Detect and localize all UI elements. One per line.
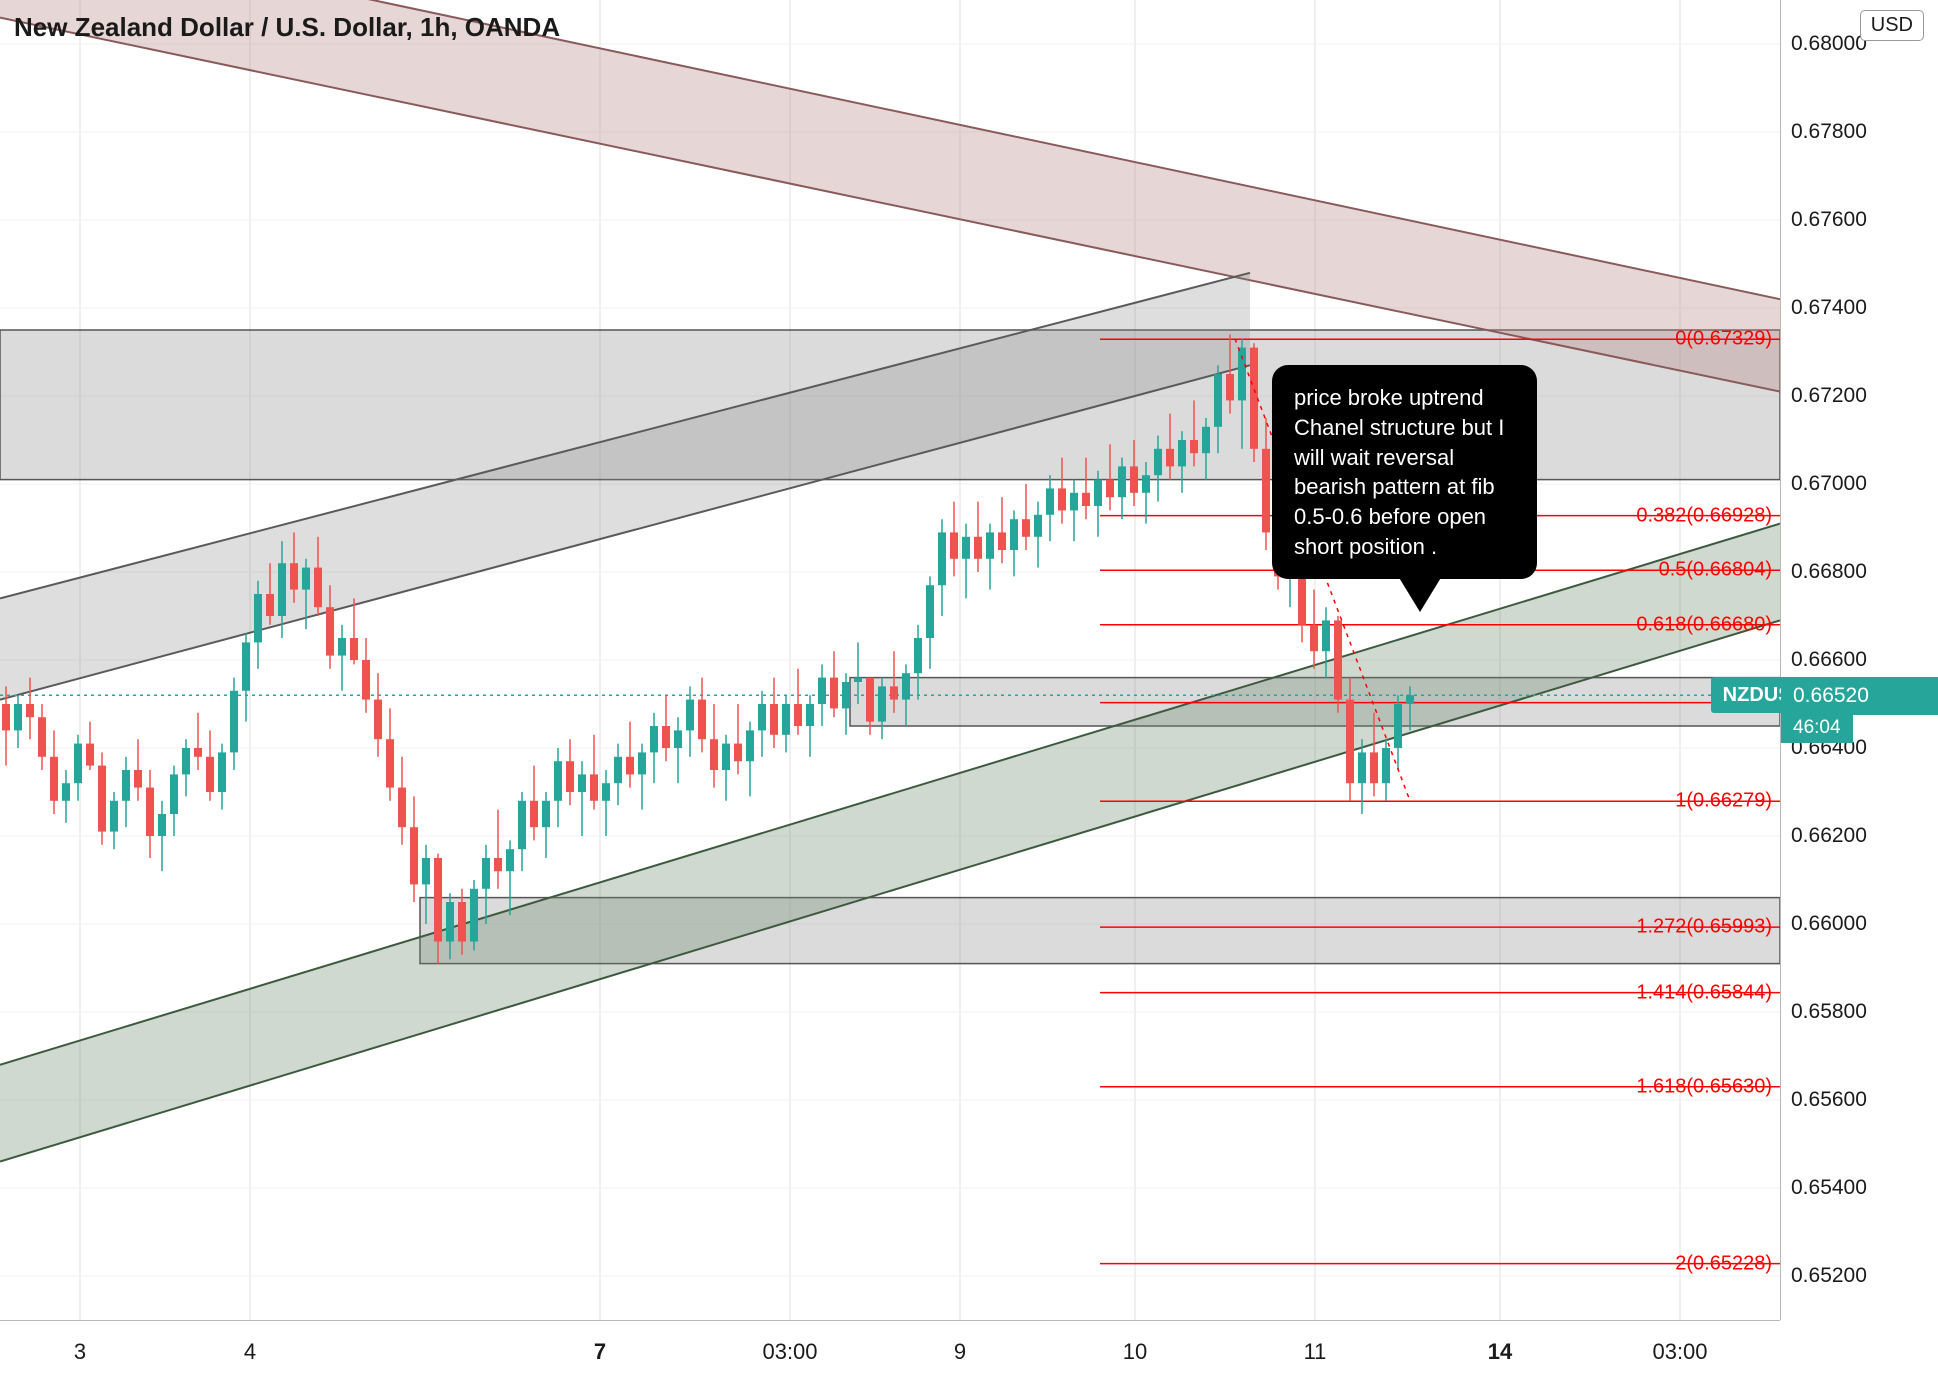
axis-unit-badge[interactable]: USD bbox=[1860, 10, 1924, 41]
chart-container: New Zealand Dollar / U.S. Dollar, 1h, OA… bbox=[0, 0, 1938, 1398]
fib-label: 2(0.65228) bbox=[1675, 1252, 1772, 1275]
fib-label: 1.414(0.65844) bbox=[1636, 981, 1772, 1004]
x-axis: 3 4 7 03:00 9 10 11 14 03:00 bbox=[0, 1320, 1780, 1398]
y-tick-label: 0.65600 bbox=[1791, 1088, 1867, 1112]
fib-label: 1.272(0.65993) bbox=[1636, 916, 1772, 939]
y-tick-label: 0.66200 bbox=[1791, 824, 1867, 848]
annotation-arrow-icon bbox=[1398, 576, 1442, 612]
x-tick-label: 9 bbox=[954, 1339, 966, 1365]
y-tick-label: 0.67000 bbox=[1791, 472, 1867, 496]
fib-label: 1(0.66279) bbox=[1675, 790, 1772, 813]
y-tick-label: 0.67400 bbox=[1791, 296, 1867, 320]
x-tick-label: 4 bbox=[244, 1339, 256, 1365]
x-tick-label: 7 bbox=[594, 1339, 606, 1365]
x-tick-label: 03:00 bbox=[762, 1339, 817, 1365]
chart-title: New Zealand Dollar / U.S. Dollar, 1h, OA… bbox=[14, 12, 560, 43]
annotation-callout[interactable]: price broke uptrend Chanel structure but… bbox=[1272, 365, 1537, 579]
chart-svg[interactable] bbox=[0, 0, 1938, 1398]
current-price-badge: 0.66520 bbox=[1781, 677, 1938, 715]
x-tick-label: 3 bbox=[74, 1339, 86, 1365]
y-tick-label: 0.66600 bbox=[1791, 648, 1867, 672]
fib-label: 0.618(0.66680) bbox=[1636, 613, 1772, 636]
fib-label: 0.5(0.66804) bbox=[1659, 559, 1772, 582]
y-tick-label: 0.65800 bbox=[1791, 1000, 1867, 1024]
x-tick-label: 11 bbox=[1304, 1339, 1327, 1365]
fib-label: 0.382(0.66928) bbox=[1636, 504, 1772, 527]
x-tick-label: 10 bbox=[1123, 1339, 1147, 1365]
y-tick-label: 0.66800 bbox=[1791, 560, 1867, 584]
fib-label: 0(0.67329) bbox=[1675, 328, 1772, 351]
y-tick-label: 0.66000 bbox=[1791, 912, 1867, 936]
fib-label: 1.618(0.65630) bbox=[1636, 1075, 1772, 1098]
y-tick-label: 0.65400 bbox=[1791, 1176, 1867, 1200]
y-tick-label: 0.68000 bbox=[1791, 32, 1867, 56]
countdown-badge: 46:04 bbox=[1781, 713, 1853, 743]
y-tick-label: 0.67600 bbox=[1791, 208, 1867, 232]
x-tick-label: 03:00 bbox=[1652, 1339, 1707, 1365]
annotation-text: price broke uptrend Chanel structure but… bbox=[1294, 385, 1504, 558]
x-tick-label: 14 bbox=[1488, 1339, 1512, 1365]
y-tick-label: 0.67800 bbox=[1791, 120, 1867, 144]
y-tick-label: 0.65200 bbox=[1791, 1264, 1867, 1288]
y-axis: USD 0.68000 0.67800 0.67600 0.67400 0.67200 0… bbox=[1780, 0, 1938, 1320]
y-tick-label: 0.67200 bbox=[1791, 384, 1867, 408]
